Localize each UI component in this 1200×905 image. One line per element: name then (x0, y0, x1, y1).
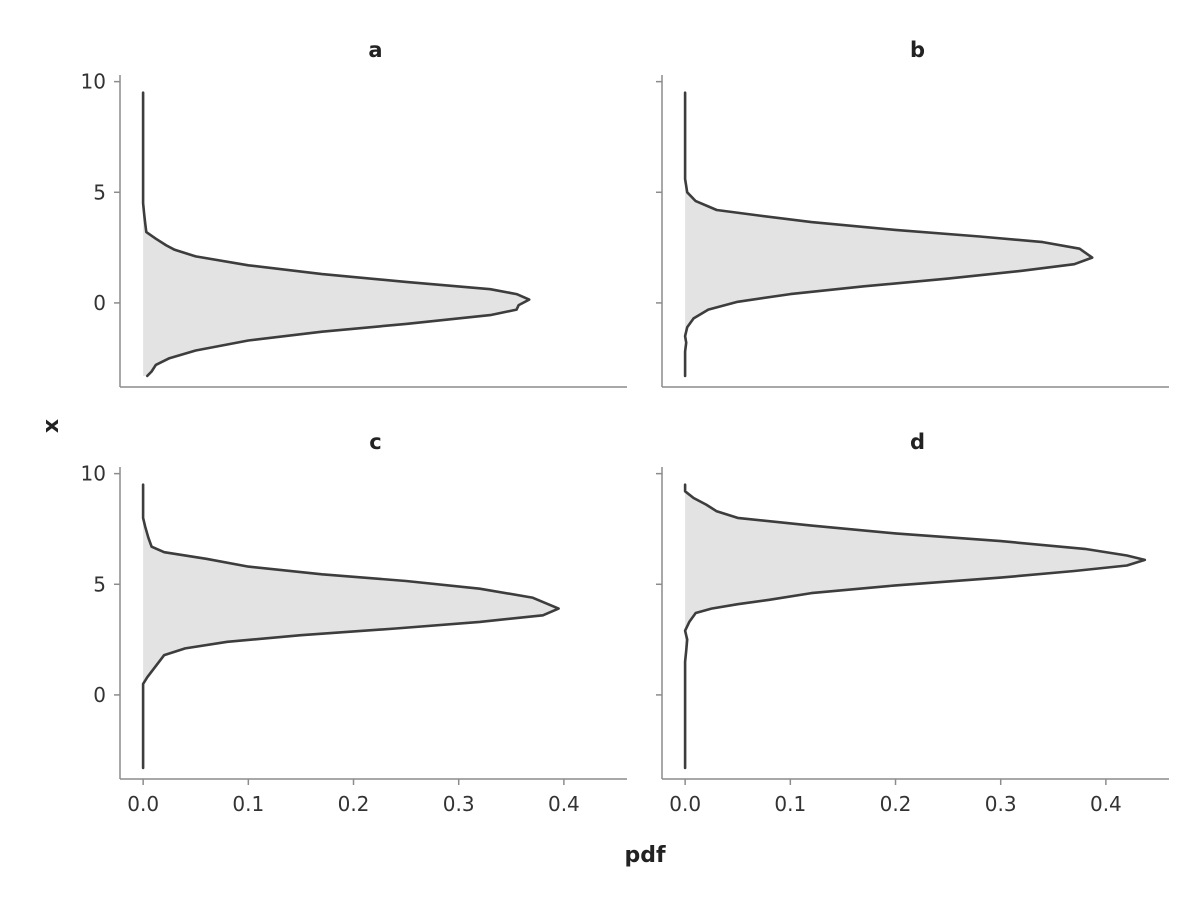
y-tick-label-c-0: 0 (93, 683, 106, 707)
panel-c: 0 5 10 0.0 0.1 0.2 0.3 0.4 c (81, 430, 627, 816)
x-tick-label-c-3: 0.3 (443, 792, 475, 816)
density-curve-a (141, 91, 531, 378)
y-tick-label-a-0: 0 (93, 291, 106, 315)
x-tick-label-c-0: 0.0 (127, 792, 159, 816)
panel-title-a: a (368, 38, 382, 62)
x-tick-label-d-0: 0.0 (669, 792, 701, 816)
y-tick-label-c-2: 10 (81, 462, 106, 486)
density-fill-b (685, 92, 1093, 376)
x-tick-label-d-1: 0.1 (774, 792, 806, 816)
x-tick-label-c-2: 0.2 (338, 792, 370, 816)
density-curve-c (141, 483, 560, 770)
x-tick-label-d-3: 0.3 (985, 792, 1017, 816)
density-fill-c (143, 484, 559, 768)
y-tick-label-a-2: 10 (81, 70, 106, 94)
panel-title-d: d (910, 430, 925, 454)
x-tick-label-d-4: 0.4 (1090, 792, 1122, 816)
x-tick-label-c-4: 0.4 (548, 792, 580, 816)
x-tick-label-d-2: 0.2 (880, 792, 912, 816)
y-tick-label-c-1: 5 (93, 572, 106, 596)
density-fill-a (143, 92, 530, 376)
y-tick-label-a-1: 5 (93, 180, 106, 204)
panel-title-b: b (910, 38, 925, 62)
density-curve-b (683, 91, 1094, 378)
panel-d: 0.0 0.1 0.2 0.3 0.4 d (656, 430, 1169, 816)
density-curve-d (683, 483, 1147, 770)
x-axis-title: pdf (624, 843, 665, 868)
panel-title-c: c (369, 430, 381, 454)
density-fill-d (685, 484, 1145, 768)
panel-a: 0 5 10 a (81, 38, 627, 388)
y-axis-title: x (39, 419, 64, 433)
x-tick-label-c-1: 0.1 (232, 792, 264, 816)
panel-b: b (656, 38, 1169, 388)
